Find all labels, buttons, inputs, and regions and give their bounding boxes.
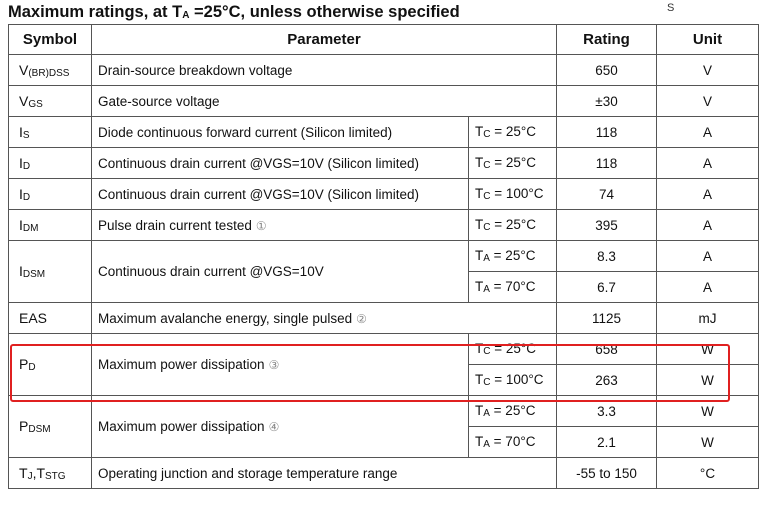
symbol-cell: IDM (8, 209, 92, 241)
table-row: TC = 100°C 263 W (9, 364, 759, 396)
table-row: ID Continuous drain current @VGS=10V (Si… (8, 178, 759, 210)
page-title: Maximum ratings, at TA =25°C, unless oth… (8, 3, 460, 21)
condition-cell: TA = 70°C (468, 426, 557, 458)
header-rating: Rating (556, 24, 657, 55)
symbol-cell: ID (8, 147, 92, 179)
symbol-cell: V(BR)DSS (8, 54, 92, 86)
unit-cell: W (656, 426, 759, 458)
corner-mark: S (667, 2, 675, 14)
header-row: Symbol Parameter Rating Unit (8, 24, 759, 55)
symbol-cell: EAS (8, 302, 92, 334)
parameter-cell: Operating junction and storage temperatu… (91, 457, 557, 489)
table-row: TJ,TSTG Operating junction and storage t… (8, 457, 759, 489)
unit-cell: A (656, 147, 759, 179)
unit-cell: °C (656, 457, 759, 489)
rating-cell: 118 (556, 116, 657, 148)
table-row: IS Diode continuous forward current (Sil… (8, 116, 759, 148)
condition-cell: TC = 25°C (468, 333, 557, 365)
rating-cell: 74 (556, 178, 657, 210)
parameter-cell: Diode continuous forward current (Silico… (91, 116, 469, 148)
table-row: IDM Pulse drain current tested ① TC = 25°… (8, 209, 759, 241)
unit-cell: A (656, 116, 759, 148)
rating-cell: 263 (556, 364, 657, 396)
symbol-cell: IDSM (8, 240, 92, 303)
rating-cell: ±30 (556, 85, 657, 117)
parameter-cell: Drain-source breakdown voltage (91, 54, 557, 86)
rating-cell: 650 (556, 54, 657, 86)
table-row: ID Continuous drain current @VGS=10V (Si… (8, 147, 759, 179)
symbol-cell: TJ,TSTG (8, 457, 92, 489)
parameter-cell: Maximum power dissipation ④ (91, 395, 469, 458)
symbol-cell: IS (8, 116, 92, 148)
unit-cell: A (656, 178, 759, 210)
unit-cell: V (656, 54, 759, 86)
unit-cell: V (656, 85, 759, 117)
symbol-cell: PDSM (8, 395, 92, 458)
unit-cell: A (656, 271, 759, 303)
header-unit: Unit (656, 24, 759, 55)
condition-cell: TA = 25°C (468, 240, 557, 272)
table-row: V(BR)DSS Drain-source breakdown voltage … (8, 54, 759, 86)
rating-cell: 118 (556, 147, 657, 179)
symbol-cell: VGS (8, 85, 92, 117)
footnote-marker: ④ (268, 420, 280, 434)
footnote-marker: ③ (268, 358, 280, 372)
table-row: EAS Maximum avalanche energy, single pul… (8, 302, 759, 334)
table-row: IDSM Continuous drain current @VGS=10V T… (8, 240, 759, 303)
parameter-cell: Gate-source voltage (91, 85, 557, 117)
condition-cell: TC = 25°C (468, 147, 557, 179)
rating-cell: 2.1 (556, 426, 657, 458)
parameter-cell: Continuous drain current @VGS=10V (91, 240, 469, 303)
table-row: TA = 70°C 2.1 W (9, 426, 759, 458)
rating-cell: 658 (556, 333, 657, 365)
highlight-box (10, 344, 730, 402)
header-parameter: Parameter (91, 24, 557, 55)
unit-cell: W (656, 333, 759, 365)
parameter-cell: Continuous drain current @VGS=10V (Silic… (91, 147, 469, 179)
condition-cell: TA = 70°C (468, 271, 557, 303)
unit-cell: A (656, 209, 759, 241)
unit-cell: mJ (656, 302, 759, 334)
condition-cell: TC = 25°C (468, 116, 557, 148)
condition-cell: TC = 25°C (468, 209, 557, 241)
rating-cell: 395 (556, 209, 657, 241)
rating-cell: -55 to 150 (556, 457, 657, 489)
condition-cell: TC = 100°C (468, 364, 557, 396)
header-symbol: Symbol (8, 24, 92, 55)
rating-cell: 8.3 (556, 240, 657, 272)
rating-cell: 6.7 (556, 271, 657, 303)
max-ratings-table: Symbol Parameter Rating Unit V(BR)DSS Dr… (8, 24, 759, 489)
symbol-cell: ID (8, 178, 92, 210)
table-row: VGS Gate-source voltage ±30 V (8, 85, 759, 117)
footnote-marker: ① (255, 218, 267, 233)
condition-cell: TC = 100°C (468, 178, 557, 210)
footnote-marker: ② (356, 311, 367, 326)
parameter-cell: Maximum avalanche energy, single pulsed ② (91, 302, 557, 334)
parameter-cell: Continuous drain current @VGS=10V (Silic… (91, 178, 469, 210)
parameter-cell: Pulse drain current tested ① (91, 209, 469, 241)
unit-cell: A (656, 240, 759, 272)
unit-cell: W (656, 364, 759, 396)
rating-cell: 1125 (556, 302, 657, 334)
